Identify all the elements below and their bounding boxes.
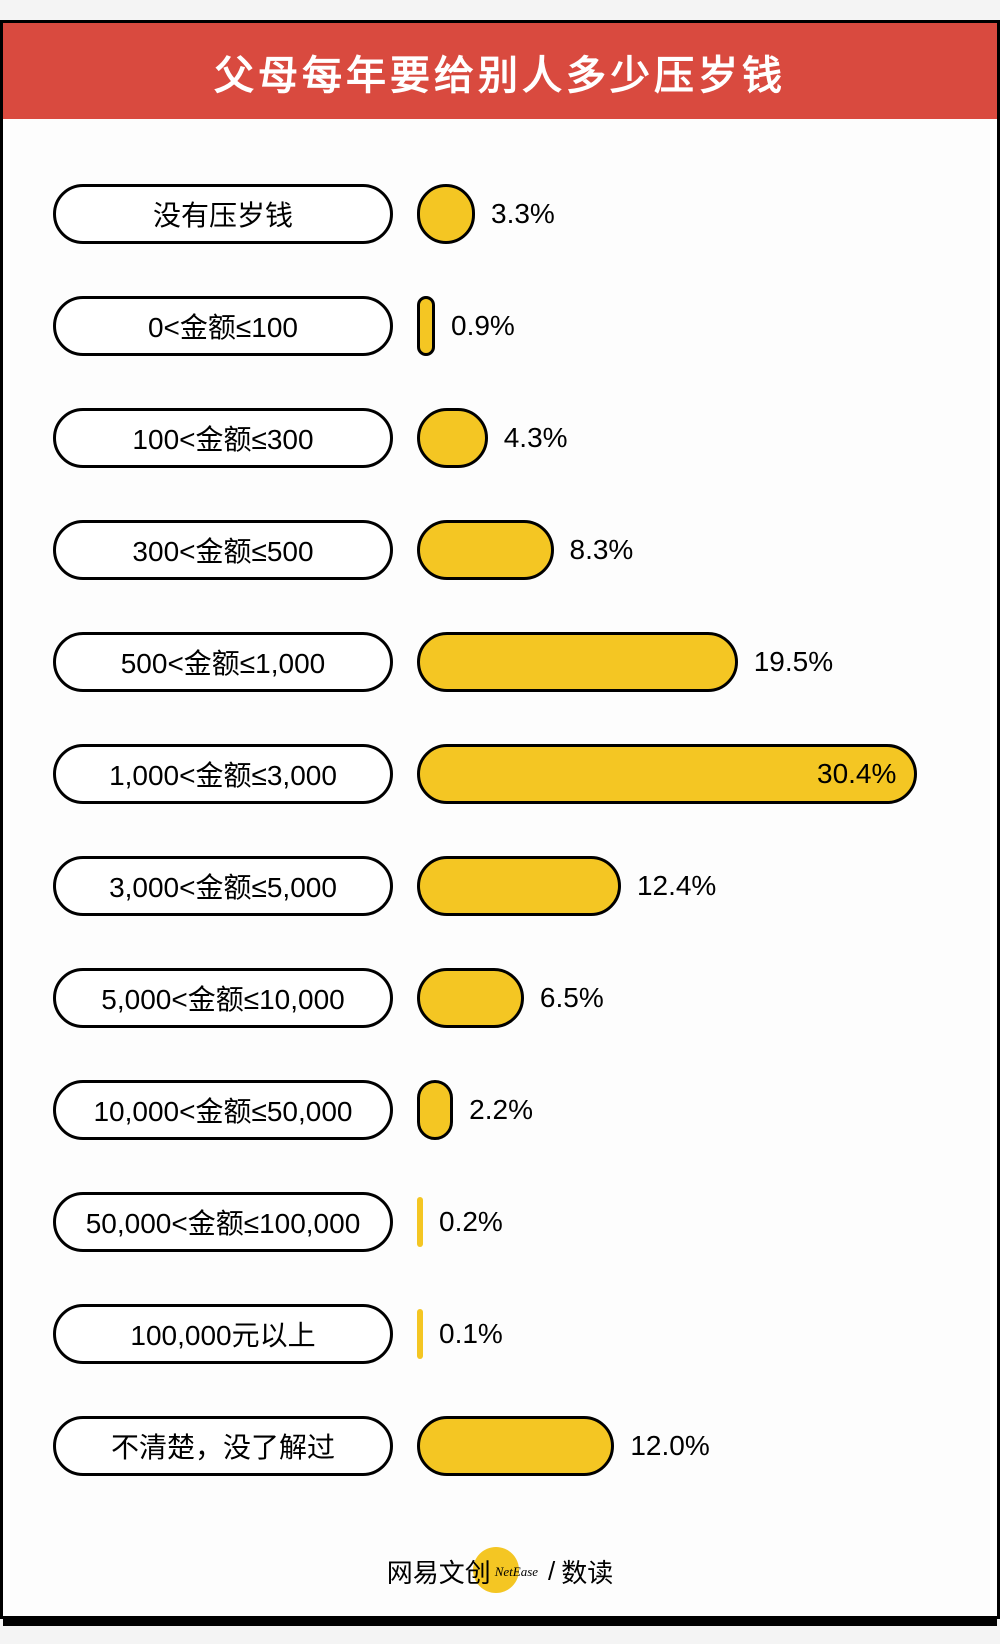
bar-zone: 3.3% [417, 184, 957, 244]
chart-row: 3,000<金额≤5,000 12.4% [53, 851, 957, 921]
value-label: 4.3% [504, 422, 568, 454]
value-bar [417, 632, 738, 692]
category-pill: 1,000<金额≤3,000 [53, 744, 393, 804]
category-pill: 5,000<金额≤10,000 [53, 968, 393, 1028]
chart-title: 父母每年要给别人多少压岁钱 [214, 54, 786, 98]
footer-brand-left: 网易文创 [387, 1553, 491, 1590]
category-pill: 3,000<金额≤5,000 [53, 856, 393, 916]
chart-row: 5,000<金额≤10,000 6.5% [53, 963, 957, 1033]
footer-credit: 网易文创 NetEase / 数读 [3, 1553, 997, 1616]
bar-zone: 8.3% [417, 520, 957, 580]
category-pill: 10,000<金额≤50,000 [53, 1080, 393, 1140]
value-label: 0.9% [451, 310, 515, 342]
chart-area: 没有压岁钱 3.3% 0<金额≤100 0.9% 100<金额≤300 4.3% 300<金… [3, 119, 997, 1553]
value-label: 12.0% [630, 1430, 709, 1462]
category-pill: 50,000<金额≤100,000 [53, 1192, 393, 1252]
bar-zone: 0.9% [417, 296, 957, 356]
category-pill: 0<金额≤100 [53, 296, 393, 356]
value-bar [417, 1197, 423, 1247]
value-bar [417, 968, 524, 1028]
value-bar [417, 1309, 423, 1359]
value-bar [417, 520, 554, 580]
value-bar [417, 1080, 453, 1140]
bar-zone: 12.0% [417, 1416, 957, 1476]
chart-row: 没有压岁钱 3.3% [53, 179, 957, 249]
bar-zone: 30.4% [417, 744, 957, 804]
value-bar [417, 1416, 614, 1476]
category-pill: 100,000元以上 [53, 1304, 393, 1364]
category-pill: 500<金额≤1,000 [53, 632, 393, 692]
footer-separator: / [548, 1556, 555, 1587]
category-pill: 没有压岁钱 [53, 184, 393, 244]
value-bar [417, 296, 435, 356]
chart-row: 1,000<金额≤3,000 30.4% [53, 739, 957, 809]
bar-zone: 2.2% [417, 1080, 957, 1140]
chart-row: 10,000<金额≤50,000 2.2% [53, 1075, 957, 1145]
bar-zone: 6.5% [417, 968, 957, 1028]
value-label: 6.5% [540, 982, 604, 1014]
chart-row: 100,000元以上 0.1% [53, 1299, 957, 1369]
chart-row: 不清楚，没了解过 12.0% [53, 1411, 957, 1481]
value-bar [417, 856, 621, 916]
value-label: 0.1% [439, 1318, 503, 1350]
value-bar [417, 408, 488, 468]
bar-zone: 12.4% [417, 856, 957, 916]
value-label: 19.5% [754, 646, 833, 678]
value-label: 30.4% [817, 758, 937, 790]
chart-row: 50,000<金额≤100,000 0.2% [53, 1187, 957, 1257]
value-label: 0.2% [439, 1206, 503, 1238]
title-bar: 父母每年要给别人多少压岁钱 [3, 23, 997, 119]
infographic-card: 父母每年要给别人多少压岁钱 没有压岁钱 3.3% 0<金额≤100 0.9% 100<金… [0, 20, 1000, 1619]
value-label: 3.3% [491, 198, 555, 230]
bar-zone: 19.5% [417, 632, 957, 692]
category-pill: 不清楚，没了解过 [53, 1416, 393, 1476]
value-bar [417, 184, 475, 244]
footer-brand-right: 数读 [561, 1553, 613, 1590]
value-label: 8.3% [570, 534, 634, 566]
chart-row: 300<金额≤500 8.3% [53, 515, 957, 585]
bar-zone: 0.2% [417, 1192, 957, 1252]
bar-zone: 4.3% [417, 408, 957, 468]
chart-row: 500<金额≤1,000 19.5% [53, 627, 957, 697]
category-pill: 300<金额≤500 [53, 520, 393, 580]
chart-row: 100<金额≤300 4.3% [53, 403, 957, 473]
footer-brand-small: NetEase [495, 1564, 538, 1580]
bar-zone: 0.1% [417, 1304, 957, 1364]
category-pill: 100<金额≤300 [53, 408, 393, 468]
value-label: 2.2% [469, 1094, 533, 1126]
value-label: 12.4% [637, 870, 716, 902]
card-shadow [3, 1616, 997, 1626]
chart-row: 0<金额≤100 0.9% [53, 291, 957, 361]
